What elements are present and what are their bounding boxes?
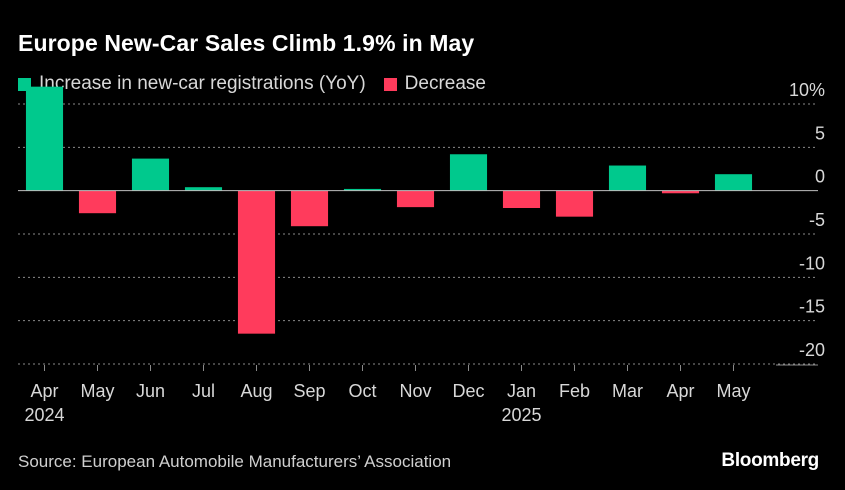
y-tick-label: -15 — [799, 297, 825, 317]
bar — [237, 190, 276, 334]
y-tick-label: 10% — [789, 80, 825, 100]
x-tick-label: May — [80, 381, 114, 401]
legend-increase-label: Increase in new-car registrations (YoY) — [39, 73, 366, 94]
x-year-label: 2025 — [501, 405, 541, 425]
x-tick-label: Apr — [666, 381, 694, 401]
bloomberg-logo: Bloomberg — [721, 450, 819, 471]
bar — [131, 158, 170, 191]
x-year-label: 2024 — [24, 405, 64, 425]
bar — [396, 190, 435, 208]
x-tick-label: Oct — [348, 381, 376, 401]
x-tick-label: Aug — [240, 381, 272, 401]
x-tick-label: Jul — [192, 381, 215, 401]
x-tick-label: Jun — [136, 381, 165, 401]
legend: Increase in new-car registrations (YoY) … — [18, 73, 504, 95]
x-tick-label: Jan — [507, 381, 536, 401]
x-tick-label: Dec — [452, 381, 484, 401]
bar — [184, 187, 223, 191]
bar — [78, 190, 117, 214]
legend-decrease: Decrease — [383, 73, 486, 95]
x-tick-label: Feb — [559, 381, 590, 401]
bar — [608, 165, 647, 191]
bar — [714, 174, 753, 191]
x-tick-label: Nov — [399, 381, 431, 401]
bar — [449, 154, 488, 191]
bar — [290, 190, 329, 227]
source-note: Source: European Automobile Manufacturer… — [18, 452, 452, 471]
y-tick-label: -20 — [799, 340, 825, 360]
bar — [502, 190, 541, 208]
x-tick-label: Sep — [293, 381, 325, 401]
y-tick-label: 5 — [815, 123, 825, 143]
y-tick-label: 0 — [815, 167, 825, 187]
bar — [25, 86, 64, 191]
bar — [343, 188, 382, 191]
bar — [555, 190, 594, 217]
x-tick-label: Apr — [30, 381, 58, 401]
x-tick-label: Mar — [612, 381, 643, 401]
chart-title: Europe New-Car Sales Climb 1.9% in May — [18, 30, 475, 56]
legend-decrease-swatch — [383, 77, 397, 91]
y-tick-label: -10 — [799, 253, 825, 273]
bar — [661, 190, 700, 194]
legend-decrease-label: Decrease — [404, 73, 486, 94]
y-tick-label: -5 — [809, 210, 825, 230]
x-tick-label: May — [716, 381, 750, 401]
